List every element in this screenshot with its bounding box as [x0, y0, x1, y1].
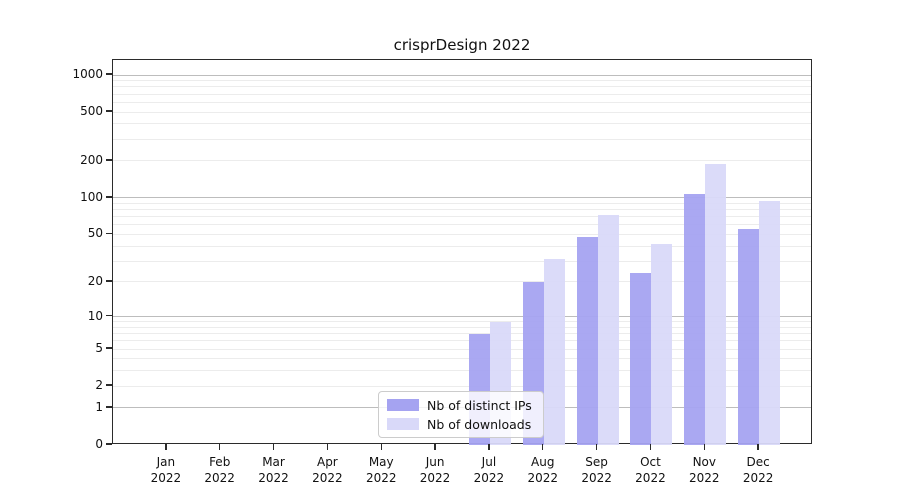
minor-gridline-9	[113, 321, 811, 323]
x-tick-mark-may	[380, 444, 382, 450]
y-tick-label-100: 100	[80, 189, 103, 204]
major-gridline-100	[113, 197, 811, 199]
bar-dec-distinct-ips	[738, 229, 760, 445]
bar-sep-downloads	[597, 215, 619, 445]
y-tick-mark-10	[106, 314, 112, 317]
x-tick-mark-jan	[165, 444, 167, 450]
y-tick-label-200: 200	[80, 152, 103, 167]
y-tick-label-50: 50	[87, 226, 103, 241]
y-tick-mark-5	[106, 347, 112, 349]
major-gridline-10	[113, 316, 811, 318]
y-tick-mark-0	[106, 443, 112, 445]
legend-swatch-downloads	[387, 418, 419, 430]
minor-gridline-7	[113, 333, 811, 335]
bar-nov-distinct-ips	[684, 194, 706, 445]
chart-title: crisprDesign 2022	[393, 36, 531, 54]
bar-oct-distinct-ips	[630, 272, 652, 445]
legend-label-distinct-ips: Nb of distinct IPs	[427, 397, 532, 413]
minor-gridline-20	[113, 281, 811, 283]
x-tick-mark-aug	[542, 444, 544, 450]
x-tick-mark-jun	[434, 444, 436, 450]
minor-gridline-2	[113, 385, 811, 387]
bar-sep-distinct-ips	[576, 236, 598, 445]
y-tick-label-1: 1	[95, 399, 103, 414]
x-tick-mark-apr	[326, 444, 329, 450]
legend-entry-downloads: Nb of downloads	[387, 417, 535, 432]
x-tick-mark-jul	[488, 444, 490, 450]
minor-gridline-80	[113, 209, 811, 211]
legend-swatch-distinct-ips	[387, 399, 419, 411]
minor-gridline-800	[113, 86, 811, 88]
y-tick-label-20: 20	[87, 273, 103, 288]
minor-gridline-30	[113, 260, 811, 262]
y-tick-label-0: 0	[95, 437, 103, 451]
x-tick-mark-feb	[218, 444, 221, 450]
minor-gridline-3	[113, 370, 811, 372]
minor-gridline-90	[113, 202, 811, 204]
minor-gridline-8	[113, 326, 811, 328]
bar-aug-downloads	[543, 259, 565, 445]
x-tick-mark-dec	[757, 444, 759, 450]
y-tick-mark-1	[106, 406, 112, 408]
y-tick-mark-200	[106, 159, 112, 161]
x-tick-label-feb: Feb 2022	[204, 455, 235, 485]
x-tick-label-apr: Apr 2022	[312, 455, 343, 485]
x-tick-label-mar: Mar 2022	[258, 455, 289, 485]
x-tick-label-nov: Nov 2022	[689, 455, 720, 485]
minor-gridline-700	[113, 93, 811, 95]
y-tick-label-2: 2	[95, 378, 103, 393]
y-tick-label-10: 10	[87, 308, 103, 323]
y-tick-mark-1000	[106, 73, 112, 75]
x-tick-mark-mar	[272, 444, 275, 450]
y-tick-mark-100	[106, 196, 112, 198]
x-tick-mark-oct	[649, 444, 652, 450]
x-tick-label-jun: Jun 2022	[419, 455, 451, 485]
minor-gridline-6	[113, 340, 811, 342]
y-tick-mark-20	[106, 280, 112, 282]
x-tick-label-jan: Jan 2022	[150, 455, 182, 485]
legend-entry-distinct-ips: Nb of distinct IPs	[387, 398, 535, 413]
y-tick-mark-50	[106, 232, 112, 235]
x-tick-label-oct: Oct 2022	[635, 455, 666, 485]
y-tick-label-5: 5	[95, 341, 103, 356]
minor-gridline-600	[113, 101, 811, 103]
x-tick-label-dec: Dec 2022	[742, 455, 774, 485]
minor-gridline-900	[113, 80, 811, 82]
major-gridline-1000	[113, 74, 811, 76]
y-tick-mark-2	[106, 384, 112, 386]
minor-gridline-60	[113, 224, 811, 226]
x-tick-mark-sep	[595, 444, 598, 450]
x-tick-label-may: May 2022	[365, 455, 397, 485]
minor-gridline-40	[113, 245, 811, 247]
bar-oct-downloads	[651, 243, 673, 445]
y-tick-mark-500	[106, 110, 112, 112]
bar-dec-downloads	[759, 201, 781, 445]
minor-gridline-500	[113, 111, 811, 113]
legend-label-downloads: Nb of downloads	[427, 416, 532, 432]
x-tick-label-aug: Aug 2022	[527, 455, 559, 485]
plot-area	[112, 59, 812, 445]
x-tick-mark-nov	[703, 444, 705, 450]
minor-gridline-400	[113, 123, 811, 125]
x-tick-label-sep: Sep 2022	[581, 455, 612, 485]
bar-nov-downloads	[705, 163, 727, 445]
legend: Nb of distinct IPs Nb of downloads	[378, 391, 544, 438]
y-tick-label-500: 500	[80, 104, 103, 119]
minor-gridline-50	[113, 233, 811, 235]
minor-gridline-300	[113, 138, 811, 140]
minor-gridline-70	[113, 216, 811, 218]
minor-gridline-200	[113, 160, 811, 162]
x-tick-label-jul: Jul 2022	[473, 455, 505, 485]
minor-gridline-5	[113, 348, 811, 350]
y-tick-label-1000: 1000	[72, 67, 103, 81]
minor-gridline-4	[113, 358, 811, 360]
